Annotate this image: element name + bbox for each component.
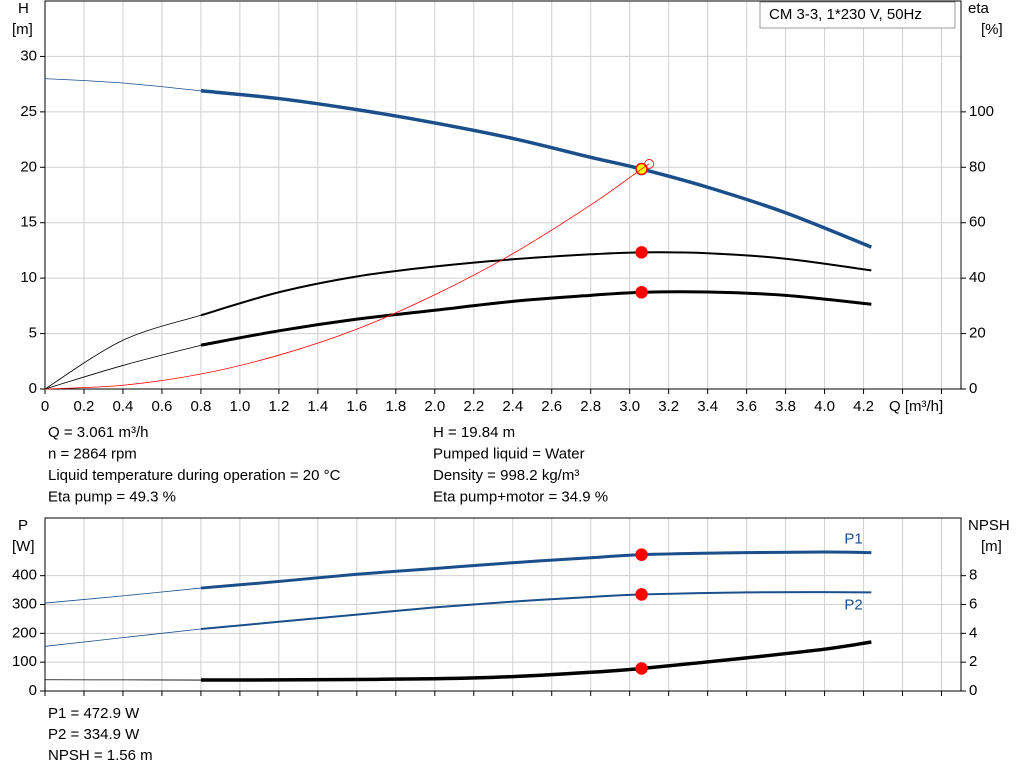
y-tick-label: 20	[20, 158, 37, 175]
operating-point	[635, 548, 648, 561]
x-tick-label: 1.4	[307, 398, 328, 415]
x-tick-label: 0	[41, 398, 49, 415]
operating-point	[635, 662, 648, 675]
y-tick-label: 25	[20, 103, 37, 120]
y-tick-label: 30	[20, 47, 37, 64]
info-text: Liquid temperature during operation = 20…	[48, 467, 341, 484]
y2-axis-label: [m]	[981, 538, 1002, 555]
y-tick-label: 200	[12, 624, 37, 641]
curve	[200, 640, 872, 682]
y2-tick-label: 0	[969, 682, 977, 699]
x-tick-label: 0.2	[74, 398, 95, 415]
y-axis-label: [m]	[12, 21, 33, 38]
chart-title: CM 3-3, 1*230 V, 50Hz	[769, 6, 922, 23]
info-text: Eta pump+motor = 34.9 %	[433, 488, 608, 505]
curve	[200, 550, 872, 590]
curve	[44, 163, 650, 390]
y2-tick-label: 8	[969, 567, 977, 584]
curve	[44, 78, 201, 92]
x-tick-label: 2.0	[424, 398, 445, 415]
x-tick-label: 3.4	[697, 398, 718, 415]
y2-tick-label: 2	[969, 653, 977, 670]
curve	[44, 314, 202, 390]
x-tick-label: 1.6	[346, 398, 367, 415]
info-text: n = 2864 rpm	[48, 445, 137, 462]
y2-tick-label: 40	[969, 269, 986, 286]
x-tick-label: 4.0	[814, 398, 835, 415]
x-axis-label: Q [m³/h]	[889, 398, 943, 415]
x-tick-label: 2.8	[580, 398, 601, 415]
x-tick-label: 2.4	[502, 398, 523, 415]
x-tick-label: 1.0	[229, 398, 250, 415]
operating-point	[635, 246, 648, 259]
info-text: H = 19.84 m	[433, 424, 515, 441]
operating-point	[635, 286, 648, 299]
x-tick-label: 2.6	[541, 398, 562, 415]
curve	[200, 591, 872, 631]
info-text: Pumped liquid = Water	[433, 445, 585, 462]
info-text: P2 = 334.9 W	[48, 726, 140, 743]
info-text: P1 = 472.9 W	[48, 705, 140, 722]
x-tick-label: 4.2	[853, 398, 874, 415]
plot-frame	[44, 517, 962, 692]
x-tick-label: 0.8	[190, 398, 211, 415]
curve	[200, 251, 872, 317]
curve-end-marker	[644, 159, 655, 169]
y-tick-label: 10	[20, 269, 37, 286]
y-axis-label: [W]	[12, 538, 35, 555]
y-axis-label: P	[18, 517, 28, 534]
y2-tick-label: 0	[969, 380, 977, 397]
curve	[200, 290, 872, 347]
series-label: P2	[844, 596, 862, 613]
info-text: NPSH = 1.56 m	[48, 747, 153, 764]
y-tick-label: 400	[12, 567, 37, 584]
x-tick-label: 2.2	[463, 398, 484, 415]
info-text: Density = 998.2 kg/m³	[433, 467, 579, 484]
y2-axis-label: [%]	[981, 21, 1003, 38]
y2-axis-label: NPSH	[968, 517, 1010, 534]
y-axis-label: H	[18, 0, 29, 17]
title-box	[759, 1, 956, 29]
y2-tick-label: 20	[969, 325, 986, 342]
info-text: Eta pump = 49.3 %	[48, 488, 176, 505]
x-tick-label: 3.8	[775, 398, 796, 415]
y2-tick-label: 80	[969, 158, 986, 175]
y-tick-label: 15	[20, 214, 37, 231]
x-tick-label: 3.2	[658, 398, 679, 415]
series-label: P1	[844, 531, 862, 548]
y2-axis-label: eta	[968, 0, 990, 17]
y2-tick-label: 6	[969, 595, 977, 612]
curve	[44, 587, 201, 604]
x-tick-label: 3.0	[619, 398, 640, 415]
x-tick-label: 0.6	[152, 398, 173, 415]
curve	[44, 628, 201, 647]
y-tick-label: 5	[29, 325, 37, 342]
y2-tick-label: 60	[969, 214, 986, 231]
y-tick-label: 100	[12, 653, 37, 670]
x-tick-label: 1.2	[268, 398, 289, 415]
x-tick-label: 0.4	[113, 398, 134, 415]
y-tick-label: 0	[29, 380, 37, 397]
x-tick-label: 1.8	[385, 398, 406, 415]
curve	[200, 89, 873, 249]
y-tick-label: 300	[12, 595, 37, 612]
y-tick-label: 0	[29, 682, 37, 699]
info-text: Q = 3.061 m³/h	[48, 424, 148, 441]
x-tick-label: 3.6	[736, 398, 757, 415]
operating-point	[635, 588, 648, 601]
plot-frame	[44, 0, 962, 390]
curve	[44, 344, 202, 390]
y2-tick-label: 4	[969, 624, 977, 641]
y2-tick-label: 100	[969, 103, 994, 120]
